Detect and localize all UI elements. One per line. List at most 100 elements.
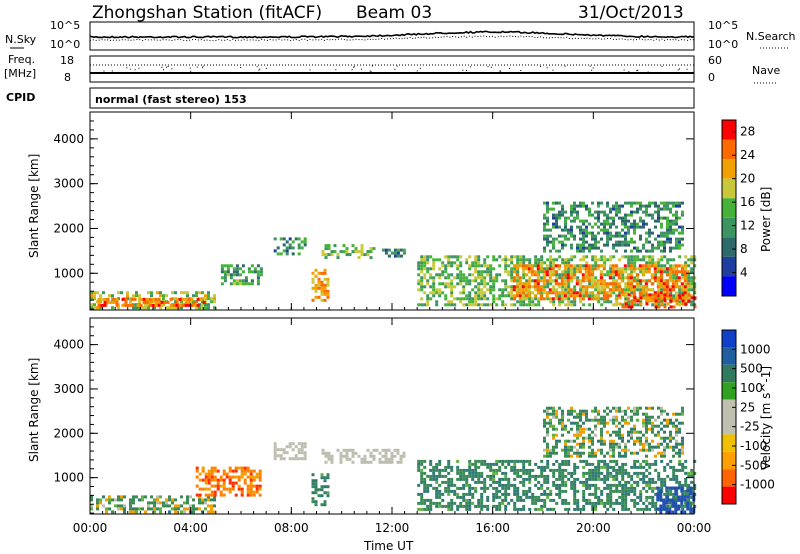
power-cell — [657, 204, 660, 208]
power-cell — [570, 255, 574, 259]
velocity-cell — [489, 465, 493, 469]
power-cell — [276, 252, 280, 256]
power-cell — [624, 285, 628, 289]
power-cell — [480, 297, 484, 301]
power-cell — [99, 294, 102, 298]
velocity-cell — [591, 418, 594, 422]
velocity-cell — [657, 406, 660, 410]
velocity-cell — [297, 457, 301, 461]
velocity-cell — [327, 454, 331, 458]
power-cell — [250, 264, 254, 268]
velocity-cell — [258, 493, 262, 497]
power-cell — [420, 297, 424, 301]
velocity-cell — [606, 498, 610, 502]
power-cell — [549, 282, 553, 286]
velocity-cell — [501, 483, 505, 487]
power-cell — [539, 285, 543, 289]
velocity-cell — [651, 477, 655, 481]
velocity-cell — [612, 459, 616, 463]
power-cell — [590, 273, 594, 277]
power-cell — [683, 270, 687, 274]
power-cell — [226, 267, 230, 271]
power-cell — [576, 210, 579, 214]
velocity-cell — [609, 483, 613, 487]
velocity-cell — [123, 510, 126, 514]
velocity-cell — [459, 468, 463, 472]
power-cell — [483, 285, 487, 289]
power-cell — [560, 282, 564, 286]
velocity-cell — [540, 507, 544, 511]
velocity-cell — [504, 498, 508, 502]
power-cell — [591, 255, 595, 259]
power-cell — [642, 296, 646, 300]
velocity-cell — [618, 501, 622, 505]
velocity-cell — [495, 471, 499, 475]
power-cell — [168, 306, 171, 310]
velocity-cell — [366, 460, 370, 464]
power-cell — [621, 293, 625, 297]
velocity-cell — [210, 484, 214, 488]
velocity-cell — [561, 448, 564, 452]
power-cell — [645, 222, 648, 226]
power-cell — [327, 253, 331, 257]
velocity-cell — [255, 484, 259, 488]
power-cell — [474, 291, 478, 295]
power-cell — [549, 300, 553, 304]
power-cell — [590, 291, 594, 295]
velocity-cell — [636, 474, 640, 478]
velocity-cell — [633, 424, 636, 428]
velocity-cell — [615, 459, 619, 463]
velocity-cell — [621, 507, 625, 511]
power-cell — [459, 273, 463, 277]
velocity-cell — [546, 412, 549, 416]
velocity-cell — [561, 489, 565, 493]
velocity-cell — [330, 454, 334, 458]
power-cell — [138, 297, 141, 301]
power-cell — [435, 300, 439, 304]
power-cell — [138, 300, 141, 304]
velocity-cell — [546, 465, 550, 469]
power-cell — [576, 204, 579, 208]
velocity-cell — [417, 462, 421, 466]
velocity-cell — [675, 412, 678, 416]
velocity-cell — [549, 448, 552, 452]
power-cell — [187, 300, 191, 304]
power-cell — [207, 303, 210, 307]
velocity-cell — [528, 495, 532, 499]
power-cell — [563, 267, 567, 271]
velocity-cell — [516, 498, 520, 502]
power-cell — [669, 258, 673, 262]
velocity-cell — [522, 489, 526, 493]
power-cell — [609, 291, 613, 295]
power-cell — [330, 253, 334, 257]
velocity-cell — [105, 507, 108, 511]
date-title: 31/Oct/2013 — [578, 3, 684, 23]
power-cell — [555, 276, 559, 280]
velocity-cell — [204, 475, 208, 479]
freq-panel — [89, 55, 695, 83]
power-cell — [584, 264, 588, 268]
velocity-cell — [669, 430, 672, 434]
velocity-cell — [477, 474, 481, 478]
velocity-cell — [570, 486, 574, 490]
velocity-cell — [323, 503, 327, 507]
velocity-cell — [603, 424, 606, 428]
power-cell — [311, 286, 315, 290]
power-cell — [311, 298, 315, 302]
power-cell — [314, 295, 318, 299]
velocity-cell — [228, 490, 232, 494]
power-cell — [423, 273, 427, 277]
power-cell — [540, 276, 544, 280]
velocity-cell — [417, 468, 421, 472]
velocity-cell — [612, 474, 616, 478]
velocity-cell — [621, 415, 624, 419]
velocity-cell — [153, 504, 156, 508]
power-cell — [680, 270, 684, 274]
velocity-cell — [420, 492, 424, 496]
power-colorbar-swatch — [722, 276, 736, 296]
velocity-cell — [618, 442, 621, 446]
velocity-cell — [612, 445, 615, 449]
power-cell — [180, 300, 183, 304]
velocity-cell — [237, 466, 241, 470]
power-cell — [555, 297, 559, 301]
